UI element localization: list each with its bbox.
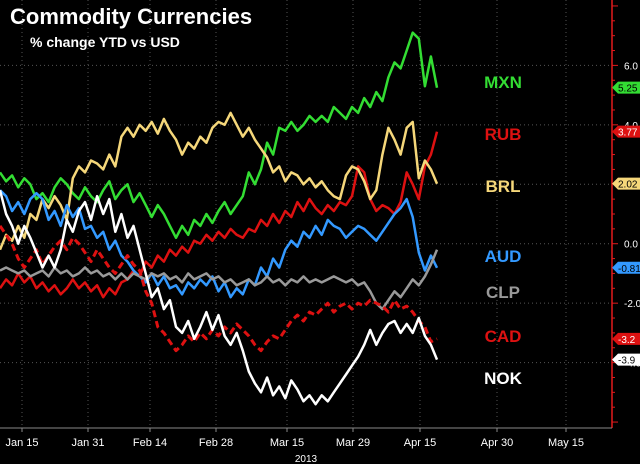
legend-label-clp: CLP (486, 283, 520, 302)
end-value-tag-rub (612, 125, 640, 138)
x-tick-label-7: Apr 30 (481, 437, 513, 449)
x-tick-label-0: Jan 15 (5, 437, 38, 449)
series-line-nok (0, 189, 439, 406)
x-tick-label-4: Mar 15 (270, 437, 304, 449)
end-value-label-mxn: 5.25 (618, 84, 638, 95)
x-year-label: 2013 (295, 454, 318, 464)
chart-title: Commodity Currencies (10, 4, 253, 29)
legend-label-rub: RUB (485, 125, 522, 144)
legend-label-cad: CAD (485, 327, 522, 346)
series-line-aud (0, 189, 439, 299)
y-tick-label-4: -2.0 (624, 299, 640, 310)
x-tick-label-3: Feb 28 (199, 437, 233, 449)
end-value-tag-cad (612, 332, 640, 345)
end-value-label-rub: 3.77 (618, 128, 638, 139)
series-line-mxn (0, 31, 439, 240)
series-line-clp (0, 249, 439, 311)
end-value-tag-nok (612, 353, 640, 366)
end-value-label-brl: 2.02 (618, 180, 638, 191)
legend-label-nok: NOK (484, 369, 523, 388)
end-value-tag-mxn (612, 81, 640, 94)
x-tick-label-2: Feb 14 (133, 437, 167, 449)
chart-subtitle: % change YTD vs USD (30, 34, 180, 50)
end-value-label-cad: -3.2 (618, 335, 636, 346)
series-line-brl (0, 111, 439, 251)
end-value-tag-aud (612, 261, 640, 274)
series-line-cad (0, 225, 438, 353)
x-tick-label-1: Jan 31 (71, 437, 104, 449)
series-line-rub (0, 131, 439, 299)
end-value-tag-brl (612, 177, 640, 190)
legend-label-mxn: MXN (484, 73, 522, 92)
legend-label-brl: BRL (486, 177, 521, 196)
y-tick-label-0: 6.0 (624, 61, 638, 72)
end-value-label-aud: -0.81 (618, 264, 640, 275)
x-tick-label-6: Apr 15 (404, 437, 436, 449)
y-tick-label-3: 0.0 (624, 240, 638, 251)
end-value-label-nok: -3.9 (618, 356, 636, 367)
x-tick-label-8: May 15 (548, 437, 584, 449)
legend-label-aud: AUD (485, 247, 522, 266)
x-tick-label-5: Mar 29 (336, 437, 370, 449)
